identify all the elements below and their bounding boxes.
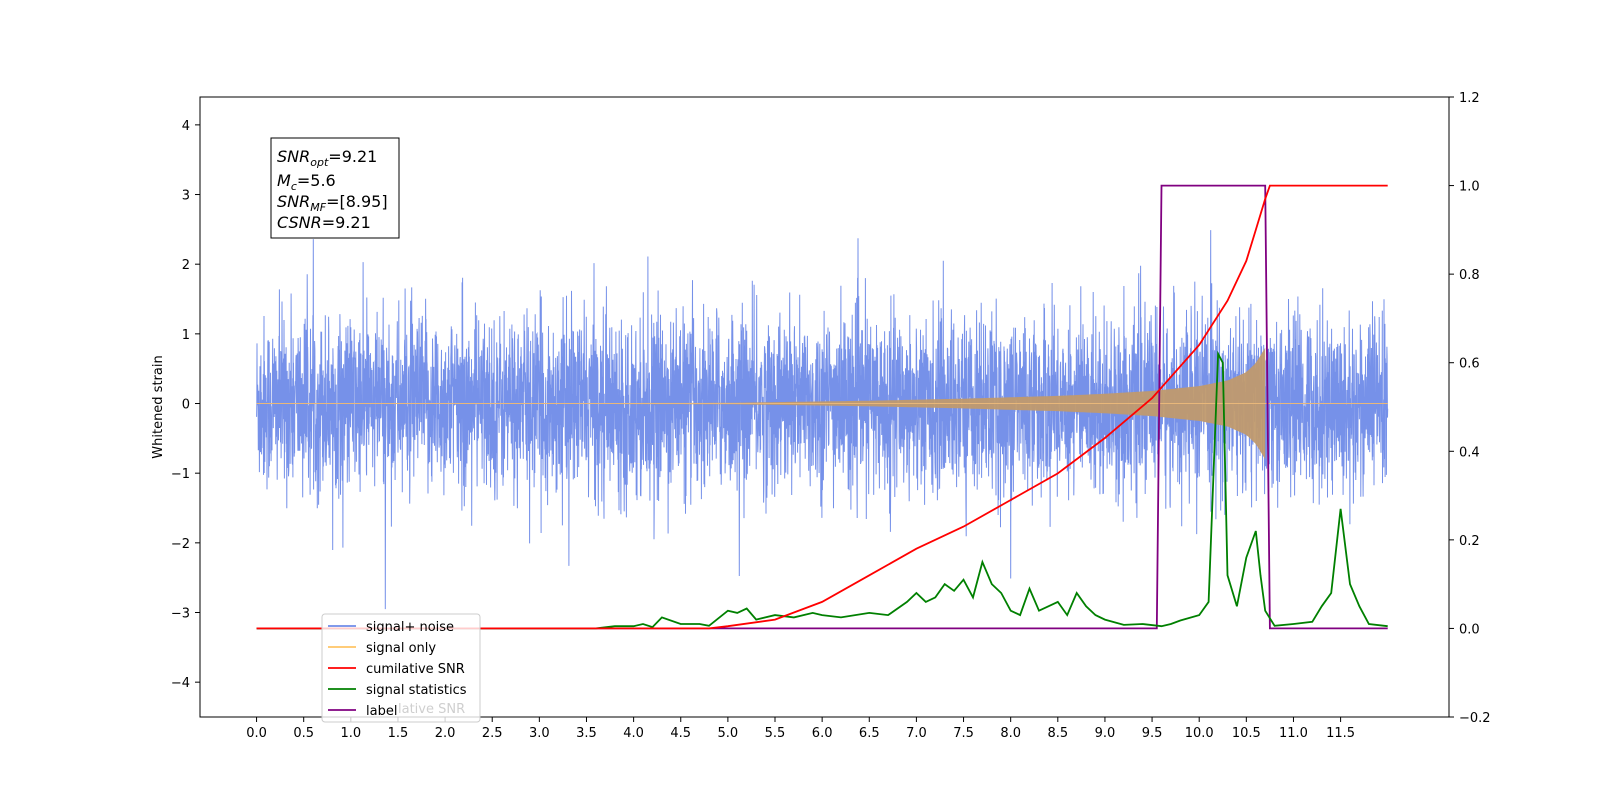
y2-tick-label: 1.2 (1459, 91, 1480, 106)
info-csnr: CSNR=9.21 (277, 213, 371, 232)
y2-tick-label: 1.0 (1459, 180, 1480, 195)
info-box-frame (270, 137, 400, 239)
x-tick-label: 7.5 (953, 726, 974, 741)
x-tick-label: 5.0 (718, 726, 739, 741)
y2-tick-label: 0.0 (1459, 622, 1480, 637)
y-tick-label: −3 (171, 607, 190, 622)
x-tick-label: 3.0 (529, 726, 550, 741)
legend-items: signal+ noise signal only cumilative SNR si… (328, 620, 467, 719)
y-tick-label: 1 (182, 328, 190, 343)
x-tick-label: 1.0 (340, 726, 361, 741)
y2-tick-label: 0.8 (1459, 268, 1480, 283)
x-tick-label: 8.0 (1000, 726, 1021, 741)
plot-layer (256, 184, 1389, 630)
y-tick-label: −4 (171, 676, 190, 691)
legend-entry: cumilative SNR (366, 662, 465, 677)
x-tick-label: 4.0 (623, 726, 644, 741)
series-label (256, 184, 1388, 630)
y2-tick-label: 0.4 (1459, 445, 1480, 460)
x-tick-label: 9.0 (1095, 726, 1116, 741)
x-tick-label: 7.0 (906, 726, 927, 741)
info-box: SNRopt=9.21 Mc=5.6 SNRMF=[8.95] CSNR=9.2… (270, 137, 400, 239)
info-chirp-mass: Mc=5.6 (277, 171, 336, 193)
y-tick-label: 0 (182, 398, 190, 413)
x-tick-label: 11.5 (1326, 726, 1355, 741)
x-tick-label: 2.5 (482, 726, 503, 741)
y-tick-label: 3 (182, 189, 190, 204)
y-axis-left: 4 3 2 1 0 −1 −2 −3 −4 (171, 119, 200, 691)
legend-ghost-text: lative SNR (398, 702, 465, 717)
y2-tick-label: 0.2 (1459, 534, 1480, 549)
x-tick-label: 4.5 (670, 726, 691, 741)
x-tick-label: 8.5 (1047, 726, 1068, 741)
x-tick-label: 5.5 (765, 726, 786, 741)
series-cumulative-snr (256, 184, 1388, 630)
legend-frame (321, 613, 481, 723)
legend-entry: signal only (366, 641, 436, 656)
y2-tick-label: −0.2 (1459, 711, 1491, 726)
y-axis-label: Whitened strain (151, 355, 166, 458)
y-tick-label: −2 (171, 537, 190, 552)
legend-entry: signal+ noise (366, 620, 454, 635)
x-tick-label: 11.0 (1279, 726, 1308, 741)
legend: lative SNR signal+ noise signal only cumil… (321, 613, 481, 723)
x-tick-label: 6.5 (859, 726, 880, 741)
x-tick-label: 6.0 (812, 726, 833, 741)
y-axis-right: 1.2 1.0 0.8 0.6 0.4 0.2 0.0 −0.2 (1449, 91, 1491, 726)
x-tick-label: 2.0 (435, 726, 456, 741)
series-signal-noise (256, 230, 1389, 610)
info-snr-opt: SNRopt=9.21 (277, 147, 377, 169)
legend-entry: label (366, 704, 397, 719)
y-tick-label: −1 (171, 467, 190, 482)
series-signal-statistics (256, 350, 1388, 630)
x-axis: 0.0 0.5 1.0 1.5 2.0 2.5 3.0 3.5 4.0 4.5 5.0 5.5 6.0 6… (246, 717, 1355, 741)
x-tick-label: 9.5 (1142, 726, 1163, 741)
x-tick-label: 10.0 (1185, 726, 1214, 741)
legend-entry: signal statistics (366, 683, 467, 698)
x-tick-label: 0.0 (246, 726, 267, 741)
x-tick-label: 1.5 (388, 726, 409, 741)
plot-frame (199, 96, 1450, 718)
x-tick-label: 0.5 (293, 726, 314, 741)
info-snr-mf: SNRMF=[8.95] (277, 192, 388, 214)
y2-tick-label: 0.6 (1459, 357, 1480, 372)
y-tick-label: 4 (182, 119, 190, 134)
y-tick-label: 2 (182, 258, 190, 273)
x-tick-label: 3.5 (576, 726, 597, 741)
x-tick-label: 10.5 (1232, 726, 1261, 741)
